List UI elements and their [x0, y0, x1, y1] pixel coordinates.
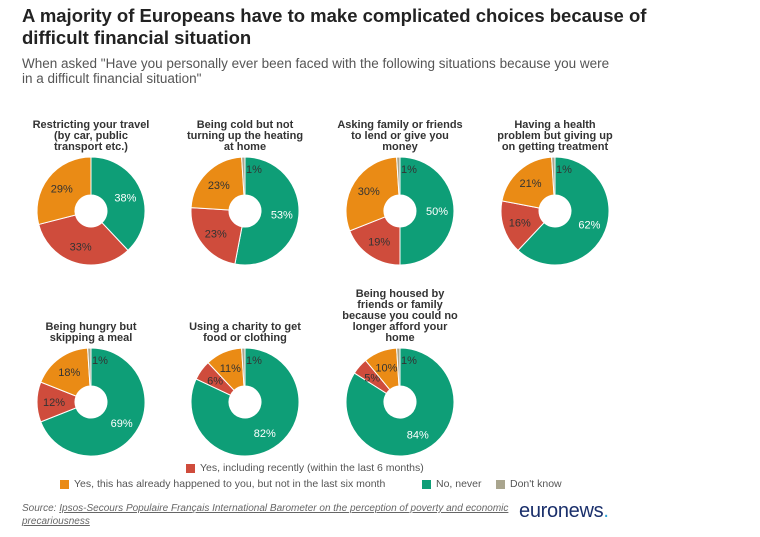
euronews-logo: euronews.	[519, 500, 609, 523]
slice-no-never-2	[234, 156, 300, 266]
chart-title-1: Restricting your travel (by car, public tr…	[33, 119, 150, 153]
legend-item-no-never: No, never	[422, 478, 482, 490]
slice-yes-past-1	[36, 156, 92, 226]
donut-chart-4: Having a health problem but giving up on g…	[497, 119, 613, 266]
slice-no-never-4	[517, 156, 610, 266]
slice-label-yes-recent-7: 5%	[364, 373, 380, 385]
slice-dont-know-3	[396, 156, 401, 196]
legend-item-yes-past: Yes, this has already happened to you, b…	[60, 478, 385, 490]
legend-label-yes-recent: Yes, including recently (within the last…	[200, 462, 424, 474]
slice-label-yes-past-1: 29%	[51, 183, 73, 195]
donut-chart-1: Restricting your travel (by car, public tr…	[33, 119, 150, 266]
chart-title-4: Having a health problem but giving up on g…	[497, 119, 613, 153]
slice-yes-recent-3	[349, 216, 401, 266]
slice-label-dont-know-3: 1%	[401, 164, 417, 176]
donut-chart-6: Using a charity to get food or clothing 82…	[189, 321, 301, 457]
chart-subtitle: When asked "Have you personally ever bee…	[22, 56, 610, 86]
donut-chart-7: Being housed by friends or family because …	[342, 288, 458, 457]
slice-label-dont-know-6: 1%	[246, 355, 262, 367]
slice-label-yes-recent-1: 33%	[70, 242, 92, 254]
source-prefix: Source:	[22, 503, 57, 514]
slice-label-yes-recent-4: 16%	[509, 217, 531, 229]
slice-label-yes-past-7: 10%	[375, 363, 397, 375]
chart-title-7: Being housed by friends or family because …	[342, 288, 458, 344]
logo-text: euronews	[519, 500, 604, 522]
slice-label-yes-recent-5: 12%	[43, 397, 65, 409]
logo-dot: .	[603, 500, 609, 522]
slice-yes-past-3	[345, 156, 400, 232]
slice-label-dont-know-5: 1%	[92, 355, 108, 367]
donut-chart-3: Asking family or friends to lend or give …	[337, 119, 463, 266]
slice-dont-know-2	[241, 156, 246, 196]
chart-title: A majority of Europeans have to make com…	[22, 5, 647, 48]
source-link[interactable]: Ipsos-Secours Populaire Français Interna…	[22, 503, 509, 527]
slice-dont-know-5	[87, 347, 92, 387]
slice-no-never-5	[40, 347, 146, 457]
legend-swatch-yes-past	[60, 479, 69, 489]
slice-dont-know-4	[551, 156, 556, 196]
slice-label-yes-past-4: 21%	[520, 178, 542, 190]
slice-yes-recent-2	[190, 207, 243, 265]
legend-label-dont-know: Don't know	[510, 478, 562, 490]
slice-no-never-6	[190, 347, 300, 457]
slice-no-never-7	[345, 347, 455, 457]
donut-chart-5: Being hungry but skipping a meal 69% 12% 18%…	[36, 321, 146, 457]
slice-no-never-3	[399, 156, 455, 266]
chart-title-5: Being hungry but skipping a meal	[45, 321, 136, 344]
slice-label-yes-past-2: 23%	[208, 180, 230, 192]
legend-swatch-no-never	[422, 479, 431, 489]
slice-label-no-never-3: 50%	[426, 206, 448, 218]
legend-swatch-yes-recent	[186, 463, 195, 473]
chart-title-6: Using a charity to get food or clothing	[189, 321, 301, 344]
slice-yes-past-4	[501, 156, 555, 209]
slice-label-dont-know-2: 1%	[246, 164, 262, 176]
chart-title-3: Asking family or friends to lend or give …	[337, 119, 462, 153]
slice-label-yes-recent-2: 23%	[205, 229, 227, 241]
slice-label-no-never-6: 82%	[254, 428, 276, 440]
slice-label-no-never-2: 53%	[271, 209, 293, 221]
slice-label-dont-know-7: 1%	[401, 355, 417, 367]
legend-item-yes-recent: Yes, including recently (within the last…	[186, 462, 424, 474]
slice-label-no-never-4: 62%	[578, 220, 600, 232]
legend-swatch-dont-know	[496, 479, 505, 489]
slice-yes-recent-1	[38, 214, 129, 266]
slice-label-no-never-7: 84%	[407, 429, 429, 441]
slice-label-yes-past-6: 11%	[220, 363, 241, 375]
legend-label-yes-past: Yes, this has already happened to you, b…	[74, 478, 386, 490]
slice-label-dont-know-4: 1%	[556, 164, 572, 176]
slice-label-yes-past-5: 18%	[58, 367, 80, 379]
slice-label-yes-recent-6: 6%	[207, 375, 223, 387]
donut-chart-2: Being cold but not turning up the heating…	[187, 119, 303, 266]
legend-label-no-never: No, never	[436, 478, 482, 490]
slice-no-never-1	[90, 156, 146, 252]
slice-label-yes-past-3: 30%	[358, 186, 380, 198]
chart-title-2: Being cold but not turning up the heating…	[187, 119, 303, 153]
source-note: Source: Ipsos-Secours Populaire Français…	[22, 502, 522, 528]
slice-label-no-never-5: 69%	[111, 418, 133, 430]
legend-item-dont-know: Don't know	[496, 478, 562, 490]
slice-yes-past-2	[190, 156, 245, 211]
slice-dont-know-7	[396, 347, 401, 387]
slice-label-no-never-1: 38%	[114, 192, 136, 204]
slice-dont-know-6	[241, 347, 246, 387]
slice-label-yes-recent-3: 19%	[368, 237, 390, 249]
